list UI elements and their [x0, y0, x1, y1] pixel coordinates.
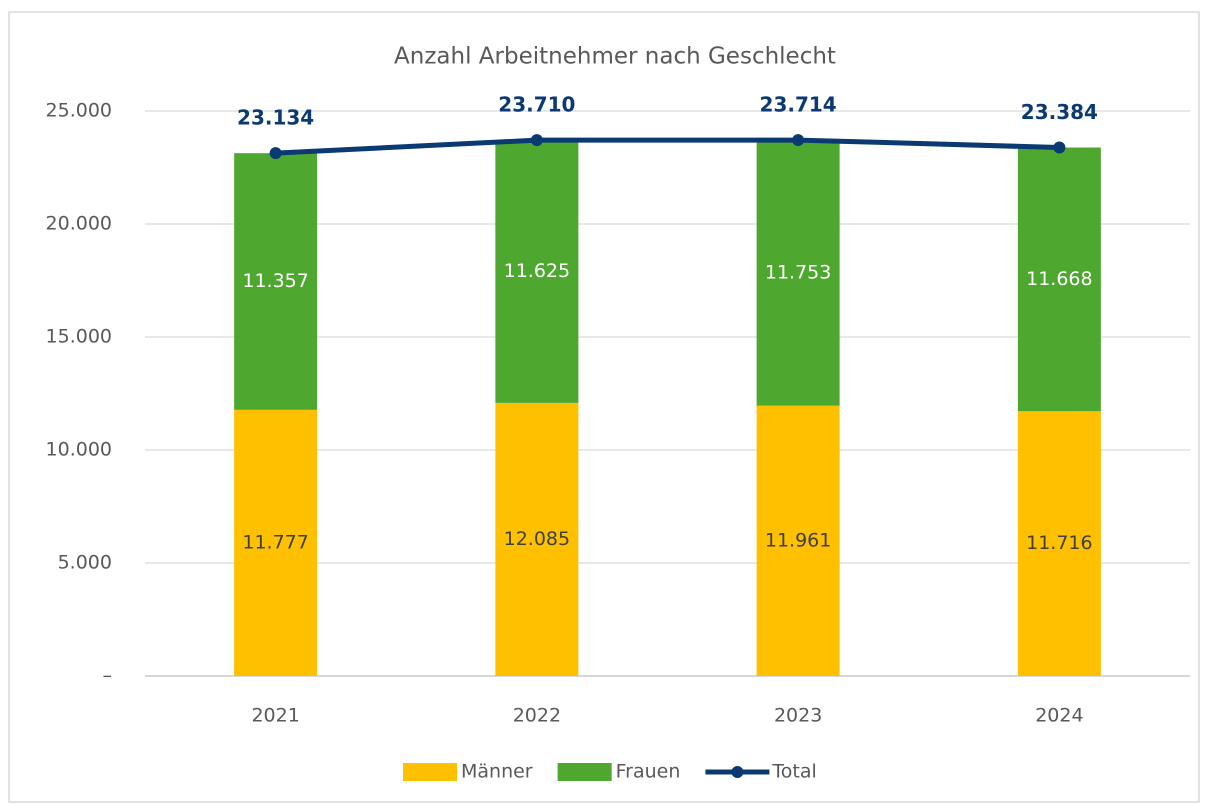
legend-label: Total — [771, 761, 816, 783]
bar — [1017, 147, 1101, 412]
legend-swatch — [403, 763, 457, 781]
x-tick-label: 2021 — [251, 705, 299, 727]
bar — [234, 409, 318, 676]
legend-swatch — [557, 763, 612, 781]
data-label: 11.777 — [242, 531, 308, 553]
y-tick-label: 10.000 — [46, 439, 112, 461]
y-tick-label: 25.000 — [46, 100, 112, 122]
data-label: 11.753 — [765, 261, 831, 283]
bar — [495, 402, 579, 676]
data-label: 23.134 — [237, 106, 314, 130]
data-label: 23.384 — [1021, 100, 1098, 124]
line-marker — [792, 134, 805, 147]
bar — [234, 153, 318, 410]
y-tick-label: 5.000 — [58, 552, 112, 574]
line-marker — [269, 147, 282, 160]
legend-marker — [731, 766, 744, 778]
x-tick-label: 2024 — [1035, 705, 1083, 727]
x-tick-label: 2023 — [774, 705, 822, 727]
data-label: 11.668 — [1026, 268, 1092, 290]
bar — [756, 140, 840, 406]
bar — [756, 405, 840, 676]
data-label: 12.085 — [504, 528, 570, 550]
data-label: 11.716 — [1026, 532, 1092, 554]
legend-label: Frauen — [616, 761, 681, 783]
total-line — [275, 137, 1060, 156]
line-marker — [1053, 141, 1066, 154]
chart-title: Anzahl Arbeitnehmer nach Geschlecht — [394, 44, 836, 70]
data-label: 11.625 — [504, 260, 570, 282]
bar — [1017, 411, 1101, 676]
data-label: 23.714 — [760, 93, 837, 117]
y-tick-label: 20.000 — [46, 213, 112, 235]
y-tick-label: – — [103, 665, 113, 687]
data-label: 23.710 — [498, 93, 575, 117]
data-label: 11.961 — [765, 529, 831, 551]
x-tick-label: 2022 — [513, 705, 561, 727]
y-tick-label: 15.000 — [46, 326, 112, 348]
legend-label: Männer — [461, 761, 533, 783]
data-label: 11.357 — [242, 270, 308, 292]
line-marker — [530, 134, 543, 147]
bar — [495, 140, 579, 403]
